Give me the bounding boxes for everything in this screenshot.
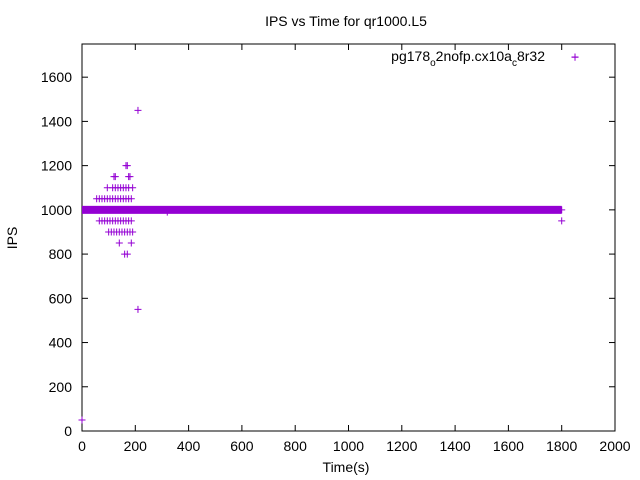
x-tick-label: 1000: [333, 438, 364, 454]
x-tick-label: 200: [124, 438, 148, 454]
y-tick-label: 200: [49, 379, 73, 395]
legend-marker-symbol: [571, 53, 579, 61]
data-point: [123, 250, 131, 258]
data-point: [134, 106, 142, 114]
legend-marker: [571, 53, 579, 61]
x-tick-label: 1200: [386, 438, 417, 454]
legend-label: pg178o2nofp.cx10ac8r32: [391, 48, 545, 69]
y-tick-label: 1400: [41, 113, 72, 129]
data-point: [129, 228, 137, 236]
data-point: [111, 173, 119, 181]
y-axis: 0 200 400 600 800 1000 1200 1400 1600: [41, 69, 615, 439]
x-tick-label: 600: [230, 438, 254, 454]
y-tick-label: 1600: [41, 69, 72, 85]
x-tick-label: 400: [177, 438, 201, 454]
x-axis: 0 200 400 600 800 1000 1200 1400 1600 1800 2000: [78, 44, 631, 454]
x-tick-label: 2000: [599, 438, 630, 454]
data-point: [78, 416, 86, 424]
data-point: [123, 162, 131, 170]
y-tick-label: 800: [49, 246, 73, 262]
y-tick-label: 600: [49, 290, 73, 306]
data-point: [129, 184, 137, 192]
x-tick-label: 1400: [440, 438, 471, 454]
data-point: [127, 217, 135, 225]
x-tick-label: 1600: [493, 438, 524, 454]
chart-title: IPS vs Time for qr1000.L5: [265, 13, 427, 29]
x-tick-label: 0: [78, 438, 86, 454]
data-point: [126, 173, 134, 181]
x-tick-label: 800: [284, 438, 308, 454]
y-tick-label: 0: [64, 423, 72, 439]
data-points: [78, 53, 579, 424]
data-point: [558, 206, 566, 214]
plot-frame: [81, 43, 616, 432]
y-axis-label: IPS: [4, 227, 20, 250]
y-tick-label: 1000: [41, 202, 72, 218]
x-tick-label: 1800: [546, 438, 577, 454]
data-point: [134, 305, 142, 313]
data-point: [127, 239, 135, 247]
data-point: [127, 195, 135, 203]
dense-band-mark: [82, 205, 562, 214]
y-tick-label: 1200: [41, 158, 72, 174]
data-point: [163, 208, 171, 216]
x-axis-label: Time(s): [323, 459, 370, 475]
legend: pg178o2nofp.cx10ac8r32: [391, 48, 579, 69]
data-point: [115, 239, 123, 247]
dense-band: [82, 205, 562, 214]
data-point: [558, 217, 566, 225]
y-tick-label: 400: [49, 335, 73, 351]
